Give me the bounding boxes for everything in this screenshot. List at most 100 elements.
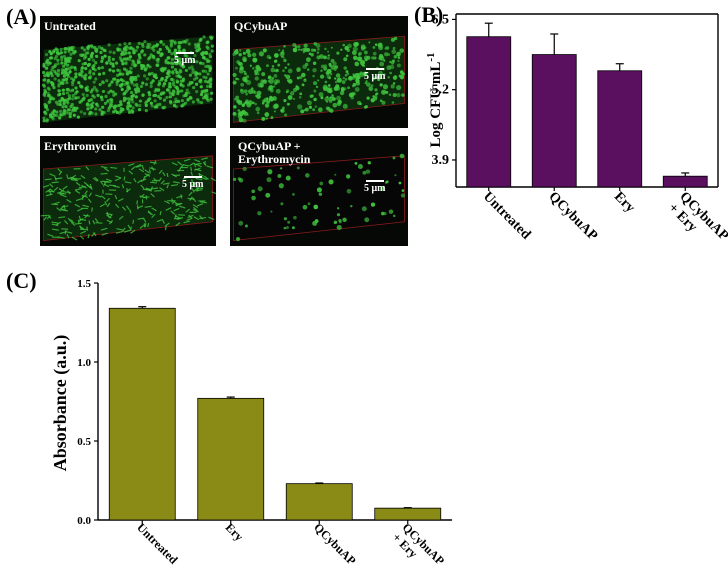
micrograph-texture bbox=[40, 155, 216, 241]
micrograph-cell bbox=[388, 209, 394, 214]
micrograph-cell bbox=[90, 55, 94, 59]
micrograph-cell bbox=[283, 217, 287, 221]
micrograph-cell bbox=[195, 90, 199, 94]
micrograph-cell bbox=[119, 100, 123, 104]
micrograph-cell bbox=[116, 104, 121, 108]
micrograph-cell bbox=[175, 79, 179, 83]
micrograph-cell bbox=[324, 96, 330, 102]
micrograph-cell bbox=[185, 88, 189, 92]
micrograph-cell bbox=[101, 232, 108, 236]
micrograph-cell bbox=[359, 72, 365, 78]
bar bbox=[597, 70, 643, 188]
micrograph-cell bbox=[188, 56, 192, 60]
micrograph-cell bbox=[140, 66, 144, 70]
micrograph-cell bbox=[254, 69, 259, 74]
micrograph-cell bbox=[63, 47, 67, 51]
micrograph-cell bbox=[285, 175, 291, 181]
micrograph-cell bbox=[266, 97, 269, 100]
micrograph-cell bbox=[59, 208, 67, 212]
micrograph-cell bbox=[179, 79, 183, 83]
micrograph-cell bbox=[42, 64, 46, 68]
micrograph-cell bbox=[129, 76, 133, 80]
micrograph-cell bbox=[81, 53, 85, 57]
micrograph-cell bbox=[108, 184, 116, 187]
micrograph-cell bbox=[287, 95, 293, 101]
micrograph-cell bbox=[179, 164, 184, 169]
micrograph-cell bbox=[360, 60, 366, 66]
micrograph-cell bbox=[191, 188, 195, 193]
micrograph-cell bbox=[202, 35, 206, 39]
micrograph-cell bbox=[317, 107, 323, 113]
micrograph-cell bbox=[169, 44, 173, 48]
micrograph-cell bbox=[238, 52, 242, 57]
micrograph-cell bbox=[330, 73, 333, 76]
micrograph-cell bbox=[181, 104, 185, 108]
micrograph-cell bbox=[342, 103, 348, 109]
scale-bar: 5 μm bbox=[182, 176, 204, 190]
micrograph-cell bbox=[144, 82, 149, 86]
micrograph-cell bbox=[370, 202, 376, 207]
micrograph-cell bbox=[59, 109, 63, 113]
micrograph-cell bbox=[62, 185, 68, 190]
micrograph-cell bbox=[43, 105, 48, 109]
micrograph-cell bbox=[65, 81, 69, 85]
micrograph-cell bbox=[328, 179, 334, 185]
micrograph-cell bbox=[260, 79, 264, 83]
micrograph-cell bbox=[86, 226, 89, 231]
micrograph-cell bbox=[259, 83, 264, 88]
micrograph-cell bbox=[265, 117, 269, 120]
micrograph-cell bbox=[65, 230, 73, 234]
micrograph-cell bbox=[45, 193, 53, 197]
micrograph-cell bbox=[170, 52, 174, 56]
micrograph-cell bbox=[194, 82, 199, 86]
micrograph-cell bbox=[192, 208, 199, 213]
micrograph-cell bbox=[357, 163, 363, 170]
micrograph-cell bbox=[123, 229, 131, 233]
micrograph-cell bbox=[383, 59, 386, 62]
micrograph-cell bbox=[144, 101, 148, 105]
micrograph-cell bbox=[84, 66, 88, 71]
micrograph-cell bbox=[298, 75, 303, 80]
micrograph-cell bbox=[380, 211, 385, 216]
x-tick-label: QCybuAP bbox=[545, 189, 600, 244]
micrograph-cell bbox=[101, 89, 106, 94]
micrograph-texture bbox=[232, 153, 406, 242]
micrograph-cell bbox=[162, 171, 166, 177]
micrograph-cell bbox=[397, 56, 401, 59]
micrograph-cell bbox=[157, 50, 161, 55]
micrograph-cell bbox=[53, 64, 57, 68]
micrograph-cell bbox=[311, 94, 314, 98]
micrograph-cell bbox=[149, 81, 154, 85]
micrograph-cell bbox=[180, 89, 184, 93]
micrograph-cell bbox=[74, 74, 78, 79]
micrograph-cell bbox=[372, 51, 377, 56]
micrograph-cell bbox=[80, 70, 84, 74]
micrograph-cell bbox=[137, 179, 143, 184]
micrograph-cell bbox=[165, 207, 172, 211]
micrograph-cell bbox=[162, 82, 167, 86]
micrograph-cell bbox=[179, 70, 183, 74]
micrograph-cell bbox=[385, 46, 390, 50]
micrograph-cell bbox=[171, 173, 177, 178]
micrograph-cell bbox=[200, 176, 208, 181]
micrograph-cell bbox=[89, 74, 93, 78]
micrograph-cell bbox=[100, 227, 108, 231]
micrograph-cell bbox=[86, 63, 90, 67]
micrograph-cell bbox=[206, 165, 214, 169]
micrograph-cell bbox=[388, 93, 392, 96]
micrograph-cell bbox=[124, 47, 128, 52]
micrograph-cell bbox=[296, 76, 300, 80]
micrograph-cell bbox=[396, 51, 401, 57]
micrograph-cell bbox=[63, 71, 67, 75]
micrograph-cell bbox=[183, 220, 191, 224]
micrograph-cell bbox=[297, 48, 301, 51]
micrograph-texture bbox=[41, 35, 214, 123]
micrograph-cell bbox=[258, 51, 265, 57]
micrograph-cell bbox=[105, 178, 113, 182]
micrograph-cell bbox=[146, 42, 150, 47]
micrograph-cell bbox=[345, 174, 351, 179]
micrograph-cell bbox=[177, 44, 181, 48]
micrograph-cell bbox=[68, 70, 72, 74]
micrograph-cell bbox=[186, 97, 190, 101]
micrograph-cell bbox=[208, 84, 212, 89]
